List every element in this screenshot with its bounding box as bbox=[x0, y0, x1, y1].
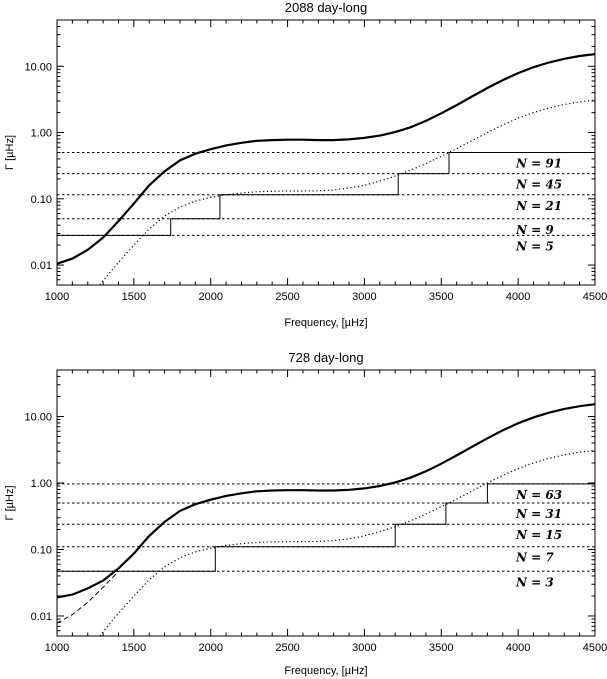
y-tick-label: 10.00 bbox=[24, 61, 52, 73]
y-tick-label: 10.00 bbox=[24, 411, 52, 423]
x-tick-label: 3000 bbox=[352, 642, 376, 654]
threshold-label: N = 31 bbox=[515, 507, 562, 521]
y-tick-label: 0.01 bbox=[31, 260, 52, 272]
plot-area bbox=[57, 403, 595, 636]
threshold-label: N = 3 bbox=[515, 575, 554, 589]
threshold-label: N = 91 bbox=[515, 157, 562, 171]
x-tick-label: 1500 bbox=[122, 291, 146, 303]
plot-area bbox=[57, 53, 595, 285]
series-line-staircase bbox=[57, 483, 595, 572]
y-tick-label: 1.00 bbox=[31, 128, 52, 140]
x-tick-label: 3000 bbox=[352, 291, 376, 303]
y-tick-label: 1.00 bbox=[31, 478, 52, 490]
series-line-scaled-linewidth bbox=[99, 99, 595, 285]
chart-panel-2: 728 day-long 1000 1500 2000 2500 3000 3500 4000… bbox=[4, 350, 607, 677]
threshold-label: N = 21 bbox=[515, 199, 562, 213]
threshold-label: N = 15 bbox=[515, 528, 562, 542]
x-tick-label: 1000 bbox=[45, 291, 69, 303]
threshold-label: N = 63 bbox=[515, 488, 562, 502]
x-tick-label: 1000 bbox=[45, 642, 69, 654]
series-line-dashed bbox=[57, 570, 119, 624]
threshold-label: N = 45 bbox=[515, 178, 562, 192]
chart-panel-1: 2088 day-long 1000 1500 2000 2500 3000 3500 400… bbox=[4, 0, 607, 329]
threshold-label: N = 7 bbox=[515, 551, 554, 565]
x-tick-label: 2500 bbox=[275, 291, 299, 303]
x-tick-label: 1500 bbox=[122, 642, 146, 654]
series-line-linewidth bbox=[57, 53, 595, 265]
series-line-staircase bbox=[57, 152, 595, 236]
x-axis-label: Frequency, [µHz] bbox=[284, 665, 367, 677]
x-tick-label: 2500 bbox=[275, 642, 299, 654]
chart-title: 728 day-long bbox=[288, 350, 363, 365]
x-tick-label: 3500 bbox=[429, 642, 453, 654]
y-tick-label: 0.01 bbox=[31, 611, 52, 623]
threshold-label: N = 9 bbox=[515, 223, 554, 237]
x-tick-label: 4500 bbox=[583, 642, 607, 654]
x-axis-label: Frequency, [µHz] bbox=[284, 317, 367, 329]
y-axis-label: Γ [µHz] bbox=[4, 135, 16, 170]
x-tick-label: 2000 bbox=[198, 291, 222, 303]
x-tick-label: 4000 bbox=[506, 642, 530, 654]
x-tick-label: 4000 bbox=[506, 291, 530, 303]
chart-title: 2088 day-long bbox=[285, 0, 367, 15]
x-tick-label: 4500 bbox=[583, 291, 607, 303]
threshold-label: N = 5 bbox=[515, 239, 554, 253]
x-tick-label: 3500 bbox=[429, 291, 453, 303]
y-tick-label: 0.10 bbox=[31, 544, 52, 556]
series-line-linewidth bbox=[57, 403, 595, 599]
x-tick-label: 2000 bbox=[198, 642, 222, 654]
y-tick-label: 0.10 bbox=[31, 194, 52, 206]
y-axis-label: Γ [µHz] bbox=[4, 485, 16, 520]
series-line-scaled-linewidth bbox=[99, 449, 595, 636]
